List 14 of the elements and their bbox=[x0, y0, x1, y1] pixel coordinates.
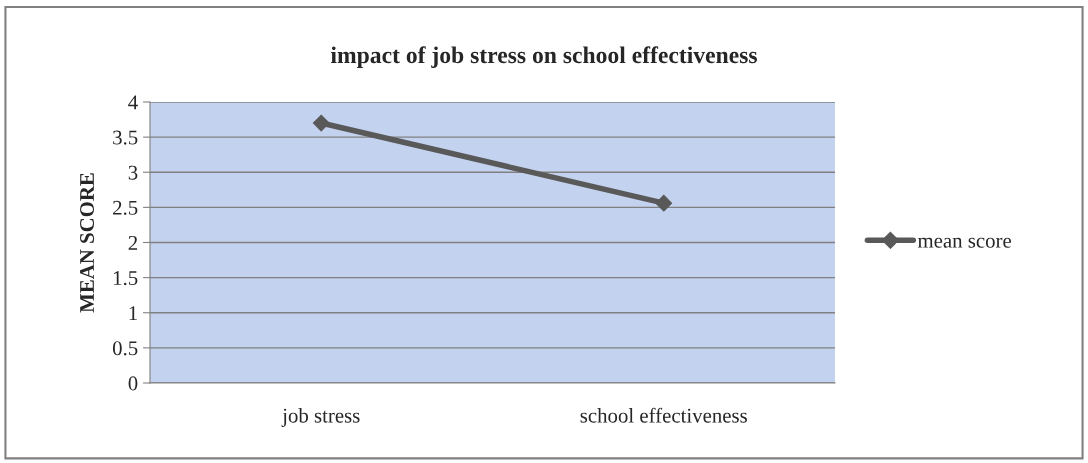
y-tick-label: 0.5 bbox=[112, 341, 138, 356]
legend-label: mean score bbox=[917, 237, 1012, 248]
x-tick-label: school effectiveness bbox=[580, 407, 747, 423]
y-tick-label: 1 bbox=[129, 306, 137, 320]
y-tick-label: 0 bbox=[128, 376, 138, 391]
chart-title: impact of job stress on school effectiveness bbox=[330, 46, 757, 68]
y-tick-label: 4 bbox=[128, 95, 138, 110]
y-tick-label: 3.5 bbox=[113, 130, 138, 145]
x-tick-label: job stress bbox=[281, 408, 360, 427]
y-tick-label: 3 bbox=[128, 165, 138, 180]
y-axis-title: MEAN SCORE bbox=[80, 173, 95, 313]
y-tick-label: 2.5 bbox=[113, 200, 138, 215]
y-tick-label: 1.5 bbox=[113, 271, 138, 286]
y-tick-label: 2 bbox=[128, 235, 138, 250]
